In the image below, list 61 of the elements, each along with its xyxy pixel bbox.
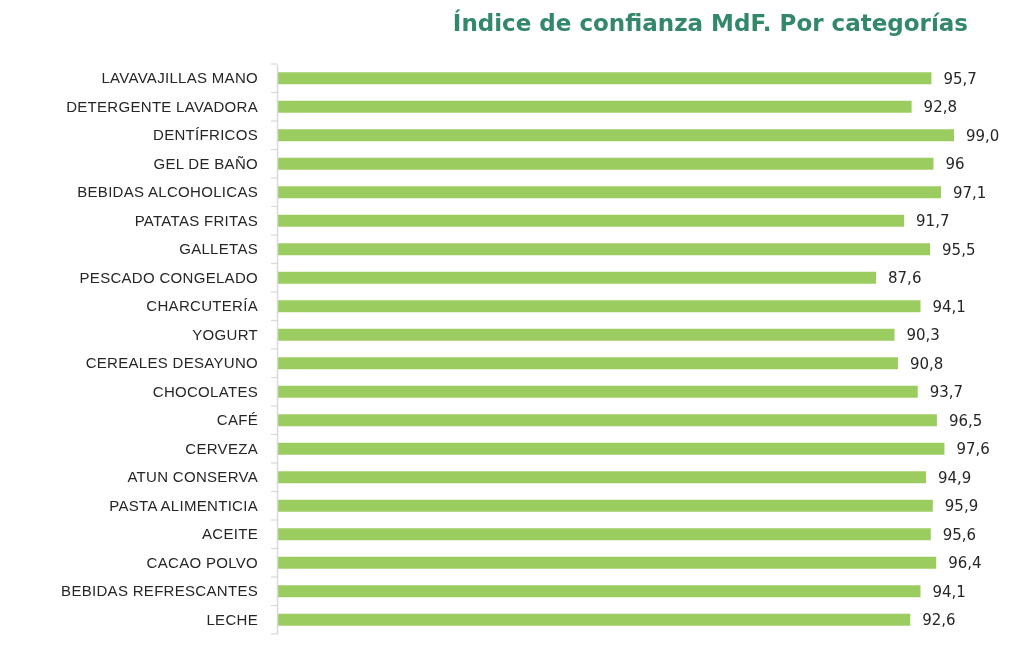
y-tick-label: CERVEZA	[185, 439, 258, 457]
data-label: 90,8	[909, 354, 944, 373]
y-tick-label: CHOCOLATES	[152, 382, 258, 400]
y-tick-label: CAFÉ	[216, 411, 258, 429]
data-label: 93,7	[929, 383, 964, 402]
bar	[277, 414, 937, 427]
bar	[277, 300, 921, 313]
y-tick-label: BEBIDAS REFRESCANTES	[61, 582, 258, 600]
data-label: 96,4	[948, 554, 982, 573]
data-label: 95,9	[944, 497, 979, 516]
y-tick-label: LECHE	[206, 610, 258, 628]
y-tick-label: CACAO POLVO	[146, 553, 258, 571]
y-tick-label: DENTÍFRICOS	[153, 126, 258, 144]
y-tick-label: DETERGENTE LAVADORA	[66, 97, 258, 115]
bar	[277, 442, 945, 455]
y-tick-label: BEBIDAS ALCOHOLICAS	[77, 183, 258, 201]
data-label: 94,1	[932, 297, 966, 316]
y-tick-label: ACEITE	[202, 525, 258, 543]
bar	[277, 328, 895, 341]
bar	[277, 385, 918, 398]
data-label: 94,1	[932, 582, 966, 601]
bar	[277, 157, 934, 170]
chart-title: Índice de confianza MdF. Por categorías	[452, 9, 968, 36]
bar	[277, 556, 937, 569]
bar	[277, 357, 898, 370]
data-label: 94,9	[937, 468, 972, 487]
data-label: 97,1	[953, 183, 987, 202]
y-tick-label: ATUN CONSERVA	[127, 468, 258, 486]
bar	[277, 471, 926, 484]
y-tick-label: PASTA ALIMENTICIA	[109, 496, 258, 514]
data-label: 97,6	[956, 440, 990, 459]
data-label: 99,0	[966, 126, 1000, 145]
y-tick-label: CHARCUTERÍA	[146, 297, 258, 315]
bar	[277, 100, 912, 113]
y-tick-label: GALLETAS	[179, 240, 258, 258]
data-label: 92,8	[923, 98, 958, 117]
bar	[277, 585, 921, 598]
bar	[277, 214, 905, 227]
y-tick-label: PESCADO CONGELADO	[79, 268, 258, 286]
bar	[277, 129, 954, 142]
bar	[277, 243, 931, 256]
data-label: 90,3	[906, 326, 940, 345]
y-tick-label: CEREALES DESAYUNO	[85, 354, 258, 372]
bar	[277, 613, 911, 626]
bar	[277, 528, 931, 541]
y-tick-label: LAVAVAJILLAS MANO	[101, 69, 258, 87]
bar	[277, 72, 932, 85]
y-tick-label: GEL DE BAÑO	[153, 154, 258, 172]
data-label: 96,5	[948, 411, 983, 430]
data-label: 95,5	[942, 240, 976, 259]
data-label: 95,7	[943, 69, 977, 88]
bar	[277, 499, 933, 512]
bar	[277, 271, 877, 284]
y-tick-label: PATATAS FRITAS	[134, 211, 258, 229]
data-label: 95,6	[942, 525, 977, 544]
data-label: 87,6	[888, 269, 922, 288]
data-label: 92,6	[922, 611, 956, 630]
data-label: 96	[945, 155, 965, 174]
data-label: 91,7	[916, 212, 950, 231]
y-tick-label: YOGURT	[192, 325, 258, 343]
bar	[277, 186, 942, 199]
